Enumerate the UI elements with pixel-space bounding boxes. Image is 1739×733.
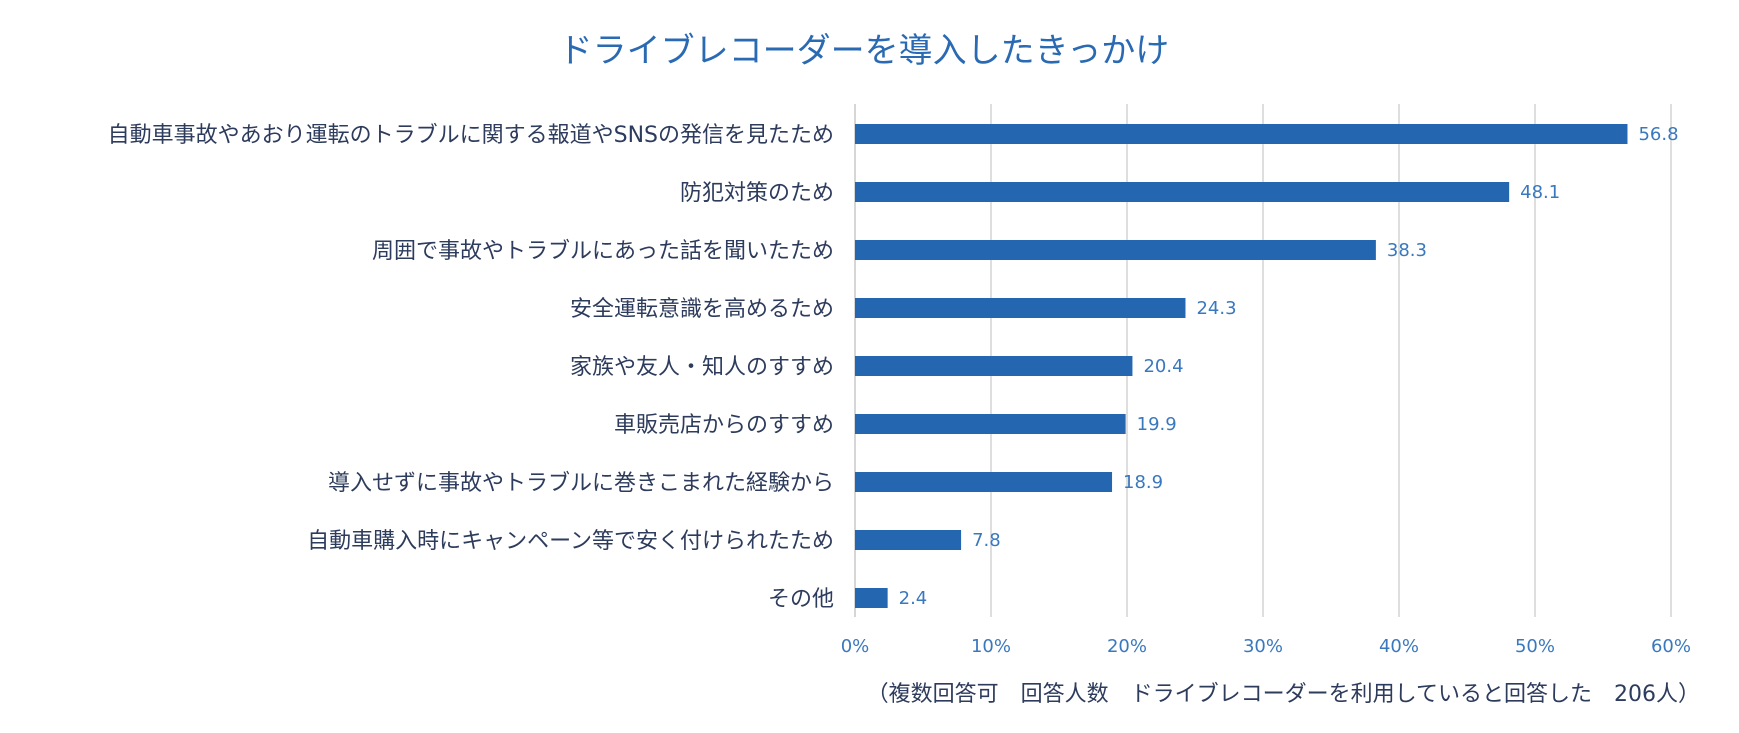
x-tick-label: 0% [841,636,870,657]
bar [855,182,1510,202]
value-label: 19.9 [1137,414,1177,435]
value-labels: 56.8 48.1 38.3 24.3 20.4 19.9 18.9 7.8 2.4 [899,124,1679,609]
category-label: 防犯対策のため [680,181,834,206]
value-label: 56.8 [1638,124,1678,145]
x-tick-label: 40% [1379,636,1419,657]
bar [855,530,962,550]
category-label: 車販売店からのすすめ [614,413,834,438]
x-tick-label: 20% [1107,636,1147,657]
footnote: （複数回答可 回答人数 ドライブレコーダーを利用していると回答した 206人） [867,682,1700,707]
bar [855,298,1186,318]
bar [855,472,1113,492]
chart-title: ドライブレコーダーを導入したきっかけ [559,31,1170,71]
category-label: 周囲で事故やトラブルにあった話を聞いたため [372,239,834,264]
bar [855,124,1628,144]
category-labels: 自動車事故やあおり運転のトラブルに関する報道やSNSの発信を見たため防犯対策のた… [108,123,834,612]
value-label: 20.4 [1143,356,1183,377]
value-label: 7.8 [972,530,1001,551]
value-label: 2.4 [899,588,928,609]
bar [855,414,1126,434]
x-tick-label: 30% [1243,636,1283,657]
x-tick-label: 50% [1515,636,1555,657]
category-label: 導入せずに事故やトラブルに巻きこまれた経験から [328,471,834,496]
category-label: 自動車事故やあおり運転のトラブルに関する報道やSNSの発信を見たため [108,123,834,148]
category-label: 家族や友人・知人のすすめ [570,355,834,380]
bars-layer [855,124,1628,608]
x-tick-label: 10% [971,636,1011,657]
category-label: 自動車購入時にキャンペーン等で安く付けられたため [307,529,834,554]
bar [855,588,888,608]
value-label: 24.3 [1196,298,1236,319]
value-label: 18.9 [1123,472,1163,493]
bar [855,356,1133,376]
category-label: 安全運転意識を高めるため [570,297,834,322]
value-label: 48.1 [1520,182,1560,203]
value-label: 38.3 [1387,240,1427,261]
x-tick-label: 60% [1651,636,1691,657]
x-axis-ticks: 0% 10% 20% 30% 40% 50% 60% [841,636,1691,657]
bar [855,240,1376,260]
category-label: その他 [768,587,834,612]
